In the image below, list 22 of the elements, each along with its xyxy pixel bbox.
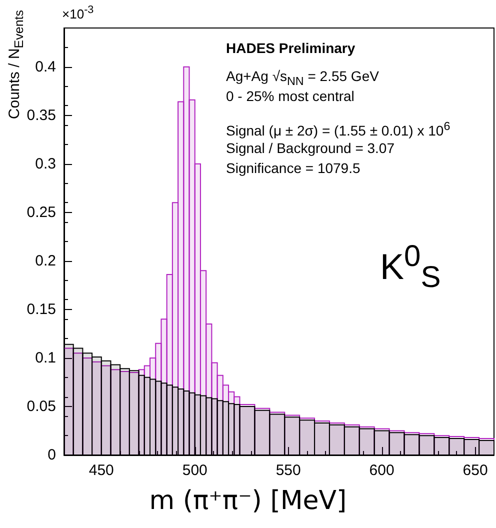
x-tick-label: 600 — [369, 462, 394, 479]
y-tick-label: 0.3 — [35, 155, 56, 172]
annotation: HADES Preliminary — [226, 40, 356, 56]
annotation: 0 - 25% most central — [226, 88, 354, 104]
y-tick-label: 0.05 — [26, 398, 56, 415]
y-tick-label: 0 — [48, 446, 56, 464]
x-tick-label: 450 — [88, 462, 114, 479]
text: ×10$^{-3}$ — [62, 4, 94, 22]
y-tick-label: 0.15 — [26, 300, 56, 318]
y-tick-label: 0.4 — [35, 58, 56, 76]
y-tick-label: 0.1 — [35, 349, 56, 366]
annotation: Significance = 1079.5 — [226, 160, 360, 176]
y-tick-label: 0.35 — [26, 106, 56, 124]
annotation: Ag+Ag √s$_{NN}$ = 2.55 GeV — [226, 68, 379, 88]
y-tick-label: 0.2 — [35, 252, 56, 270]
annotation: Signal (μ ± 2σ) = (1.55 ± 0.01) x 10$^{6}$ — [226, 120, 450, 139]
annotation: Signal / Background = 3.07 — [226, 140, 395, 156]
y-tick-label: 0.25 — [26, 204, 56, 221]
x-axis-title: m (π⁺π⁻) [MeV] — [148, 486, 348, 516]
x-tick-label: 550 — [276, 462, 301, 479]
x-tick-label: 500 — [182, 462, 208, 479]
x-tick-label: 650 — [462, 462, 488, 479]
